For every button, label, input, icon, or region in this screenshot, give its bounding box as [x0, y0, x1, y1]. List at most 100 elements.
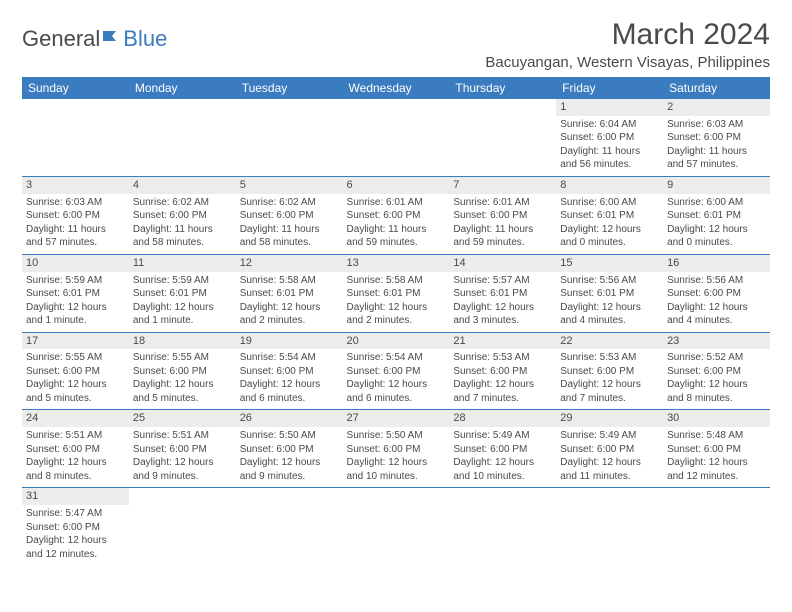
day-info-line: Sunset: 6:00 PM	[26, 209, 125, 223]
day-cell: 24Sunrise: 5:51 AMSunset: 6:00 PMDayligh…	[22, 410, 129, 488]
day-info-line: Sunrise: 6:02 AM	[240, 196, 339, 210]
day-info-line: Daylight: 12 hours and 4 minutes.	[560, 301, 659, 328]
day-info-line: Daylight: 11 hours and 57 minutes.	[667, 145, 766, 172]
day-number: 25	[129, 410, 236, 427]
day-info-line: Sunset: 6:01 PM	[453, 287, 552, 301]
day-info-line: Sunset: 6:00 PM	[560, 443, 659, 457]
day-number: 27	[343, 410, 450, 427]
day-number: 6	[343, 177, 450, 194]
day-info-line: Daylight: 12 hours and 10 minutes.	[347, 456, 446, 483]
day-header-row: SundayMondayTuesdayWednesdayThursdayFrid…	[22, 77, 770, 99]
day-info-line: Sunset: 6:00 PM	[26, 521, 125, 535]
day-cell: 28Sunrise: 5:49 AMSunset: 6:00 PMDayligh…	[449, 410, 556, 488]
day-info-line: Sunrise: 5:52 AM	[667, 351, 766, 365]
day-number: 2	[663, 99, 770, 116]
day-info-line: Daylight: 12 hours and 0 minutes.	[560, 223, 659, 250]
day-info-line: Sunset: 6:00 PM	[560, 365, 659, 379]
day-number: 8	[556, 177, 663, 194]
day-info-line: Sunset: 6:00 PM	[240, 443, 339, 457]
day-info-line: Daylight: 11 hours and 57 minutes.	[26, 223, 125, 250]
day-info-line: Sunrise: 6:00 AM	[667, 196, 766, 210]
day-info-line: Daylight: 11 hours and 59 minutes.	[453, 223, 552, 250]
day-info-line: Sunrise: 5:59 AM	[26, 274, 125, 288]
day-info-line: Sunrise: 6:01 AM	[453, 196, 552, 210]
day-number	[449, 488, 556, 505]
day-number: 7	[449, 177, 556, 194]
day-cell	[236, 488, 343, 565]
day-cell: 31Sunrise: 5:47 AMSunset: 6:00 PMDayligh…	[22, 488, 129, 565]
day-info-line: Sunrise: 6:04 AM	[560, 118, 659, 132]
day-info-line: Sunset: 6:00 PM	[240, 365, 339, 379]
day-info-line: Daylight: 12 hours and 9 minutes.	[133, 456, 232, 483]
day-cell: 3Sunrise: 6:03 AMSunset: 6:00 PMDaylight…	[22, 176, 129, 254]
day-info-line: Sunrise: 5:55 AM	[133, 351, 232, 365]
day-header-monday: Monday	[129, 77, 236, 99]
day-info-line: Sunset: 6:00 PM	[453, 365, 552, 379]
day-info-line: Sunrise: 5:57 AM	[453, 274, 552, 288]
day-info-line: Daylight: 12 hours and 7 minutes.	[560, 378, 659, 405]
day-info-line: Sunrise: 5:51 AM	[26, 429, 125, 443]
day-info-line: Sunset: 6:00 PM	[133, 209, 232, 223]
day-info-line: Daylight: 12 hours and 11 minutes.	[560, 456, 659, 483]
day-number: 22	[556, 333, 663, 350]
day-number: 23	[663, 333, 770, 350]
day-info-line: Sunset: 6:00 PM	[347, 365, 446, 379]
day-info-line: Sunrise: 5:58 AM	[347, 274, 446, 288]
day-info-line: Sunset: 6:01 PM	[560, 209, 659, 223]
day-info-line: Sunset: 6:00 PM	[133, 443, 232, 457]
day-cell: 4Sunrise: 6:02 AMSunset: 6:00 PMDaylight…	[129, 176, 236, 254]
day-info-line: Sunrise: 5:50 AM	[240, 429, 339, 443]
day-cell	[22, 99, 129, 176]
day-info-line: Sunset: 6:00 PM	[667, 443, 766, 457]
day-number	[343, 488, 450, 505]
day-info-line: Daylight: 12 hours and 12 minutes.	[667, 456, 766, 483]
day-number	[236, 99, 343, 116]
day-cell: 29Sunrise: 5:49 AMSunset: 6:00 PMDayligh…	[556, 410, 663, 488]
day-info-line: Sunset: 6:00 PM	[560, 131, 659, 145]
day-cell: 9Sunrise: 6:00 AMSunset: 6:01 PMDaylight…	[663, 176, 770, 254]
day-info-line: Daylight: 11 hours and 58 minutes.	[240, 223, 339, 250]
day-info-line: Sunrise: 5:50 AM	[347, 429, 446, 443]
day-cell	[663, 488, 770, 565]
day-cell: 21Sunrise: 5:53 AMSunset: 6:00 PMDayligh…	[449, 332, 556, 410]
calendar-body: 1Sunrise: 6:04 AMSunset: 6:00 PMDaylight…	[22, 99, 770, 565]
day-header-wednesday: Wednesday	[343, 77, 450, 99]
day-info-line: Sunrise: 5:58 AM	[240, 274, 339, 288]
day-info-line: Daylight: 12 hours and 6 minutes.	[240, 378, 339, 405]
month-title: March 2024	[485, 18, 770, 52]
day-cell: 12Sunrise: 5:58 AMSunset: 6:01 PMDayligh…	[236, 254, 343, 332]
day-cell: 8Sunrise: 6:00 AMSunset: 6:01 PMDaylight…	[556, 176, 663, 254]
day-cell: 30Sunrise: 5:48 AMSunset: 6:00 PMDayligh…	[663, 410, 770, 488]
day-header-tuesday: Tuesday	[236, 77, 343, 99]
day-info-line: Sunset: 6:00 PM	[667, 131, 766, 145]
day-info-line: Sunset: 6:00 PM	[453, 209, 552, 223]
day-info-line: Daylight: 12 hours and 9 minutes.	[240, 456, 339, 483]
day-header-saturday: Saturday	[663, 77, 770, 99]
header: GeneralBlue March 2024 Bacuyangan, Weste…	[22, 18, 770, 71]
day-header-thursday: Thursday	[449, 77, 556, 99]
day-cell: 27Sunrise: 5:50 AMSunset: 6:00 PMDayligh…	[343, 410, 450, 488]
day-number: 26	[236, 410, 343, 427]
day-info-line: Daylight: 12 hours and 2 minutes.	[240, 301, 339, 328]
calendar-table: SundayMondayTuesdayWednesdayThursdayFrid…	[22, 77, 770, 565]
day-info-line: Sunrise: 6:03 AM	[26, 196, 125, 210]
day-cell: 1Sunrise: 6:04 AMSunset: 6:00 PMDaylight…	[556, 99, 663, 176]
day-info-line: Daylight: 12 hours and 3 minutes.	[453, 301, 552, 328]
location: Bacuyangan, Western Visayas, Philippines	[485, 54, 770, 71]
day-cell: 18Sunrise: 5:55 AMSunset: 6:00 PMDayligh…	[129, 332, 236, 410]
day-number	[236, 488, 343, 505]
day-number: 12	[236, 255, 343, 272]
day-info-line: Daylight: 12 hours and 8 minutes.	[26, 456, 125, 483]
day-cell: 20Sunrise: 5:54 AMSunset: 6:00 PMDayligh…	[343, 332, 450, 410]
day-number: 20	[343, 333, 450, 350]
week-row: 31Sunrise: 5:47 AMSunset: 6:00 PMDayligh…	[22, 488, 770, 565]
day-info-line: Sunrise: 5:59 AM	[133, 274, 232, 288]
week-row: 3Sunrise: 6:03 AMSunset: 6:00 PMDaylight…	[22, 176, 770, 254]
day-info-line: Sunrise: 5:53 AM	[453, 351, 552, 365]
day-number: 17	[22, 333, 129, 350]
day-number: 28	[449, 410, 556, 427]
day-info-line: Daylight: 11 hours and 59 minutes.	[347, 223, 446, 250]
title-block: March 2024 Bacuyangan, Western Visayas, …	[485, 18, 770, 71]
flag-icon	[102, 26, 122, 52]
day-info-line: Sunrise: 5:56 AM	[667, 274, 766, 288]
